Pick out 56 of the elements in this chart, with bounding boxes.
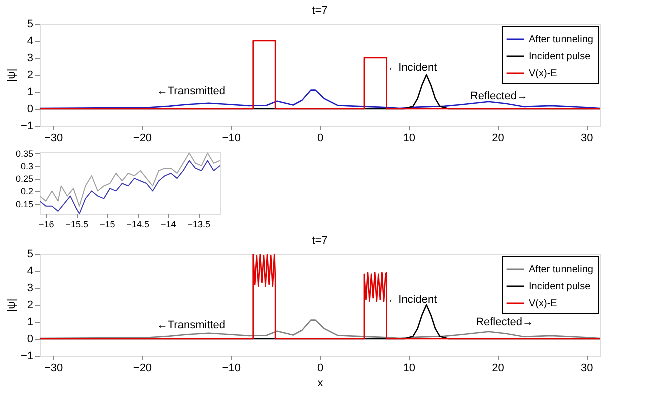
y-tick-label: −1 <box>20 350 34 362</box>
annotation: ←Incident <box>388 294 438 306</box>
x-tick-label: −16 <box>38 220 54 230</box>
chart-title: t=7 <box>312 235 328 247</box>
annotation: ←Transmitted <box>156 319 226 332</box>
x-tick-label: 0 <box>317 132 324 144</box>
y-tick-label: 0.2 <box>20 186 34 197</box>
legend-label: V(x)-E <box>529 298 558 310</box>
legend-label: After tunneling <box>529 264 594 276</box>
chart-title: t=7 <box>312 5 328 17</box>
legend-label: Incident pulse <box>529 52 592 62</box>
y-axis-title: |ψ| <box>6 298 18 312</box>
y-tick-label: 0 <box>27 104 34 116</box>
x-tick-label: −15.5 <box>66 220 88 230</box>
y-tick-label: 4 <box>27 36 34 48</box>
y-tick-label: 0 <box>27 334 34 346</box>
y-tick-label: 5 <box>27 18 34 30</box>
y-tick-label: 5 <box>27 248 34 260</box>
x-tick-label: −13.5 <box>188 220 211 230</box>
x-tick-label: −10 <box>222 362 241 374</box>
y-tick-label: −1 <box>20 120 34 132</box>
x-tick-label: 10 <box>403 132 416 144</box>
x-tick-label: −30 <box>44 362 64 374</box>
x-tick-label: 20 <box>492 132 504 144</box>
x-tick-label: −20 <box>133 362 152 374</box>
annotation: Reflected→ <box>470 90 528 102</box>
x-tick-label: −10 <box>222 132 241 144</box>
y-axis-title: |ψ| <box>6 68 18 82</box>
legend-label: V(x)-E <box>529 68 558 80</box>
x-tick-label: 10 <box>403 362 416 374</box>
y-tick-label: 0.15 <box>16 199 34 210</box>
y-tick-label: 3 <box>27 282 34 294</box>
y-tick-label: 1 <box>27 86 34 98</box>
x-axis-title: x <box>318 378 324 390</box>
y-tick-label: 2 <box>27 300 34 312</box>
x-tick-label: −20 <box>133 132 152 144</box>
annotation: Reflected→ <box>476 316 534 328</box>
y-tick-label: 0.25 <box>16 174 34 184</box>
x-tick-label: −30 <box>44 132 64 144</box>
x-tick-label: −14.5 <box>126 220 150 230</box>
y-tick-label: 1 <box>27 316 34 328</box>
legend-label: After tunneling <box>529 34 594 46</box>
y-tick-label: 0.35 <box>16 148 34 159</box>
x-tick-label: 0 <box>317 362 324 374</box>
legend-label: Incident pulse <box>529 282 592 292</box>
annotation: ←Incident <box>388 62 438 74</box>
x-tick-label: −15 <box>100 220 116 230</box>
x-tick-label: −14 <box>160 220 176 230</box>
y-tick-label: 3 <box>27 52 34 64</box>
annotation: ←Transmitted <box>156 85 226 98</box>
y-tick-label: 2 <box>27 70 34 82</box>
x-tick-label: 20 <box>492 362 504 374</box>
x-tick-label: 30 <box>581 362 594 374</box>
y-tick-label: 0.3 <box>20 161 34 172</box>
y-tick-label: 4 <box>27 266 34 278</box>
x-tick-label: 30 <box>581 132 594 144</box>
